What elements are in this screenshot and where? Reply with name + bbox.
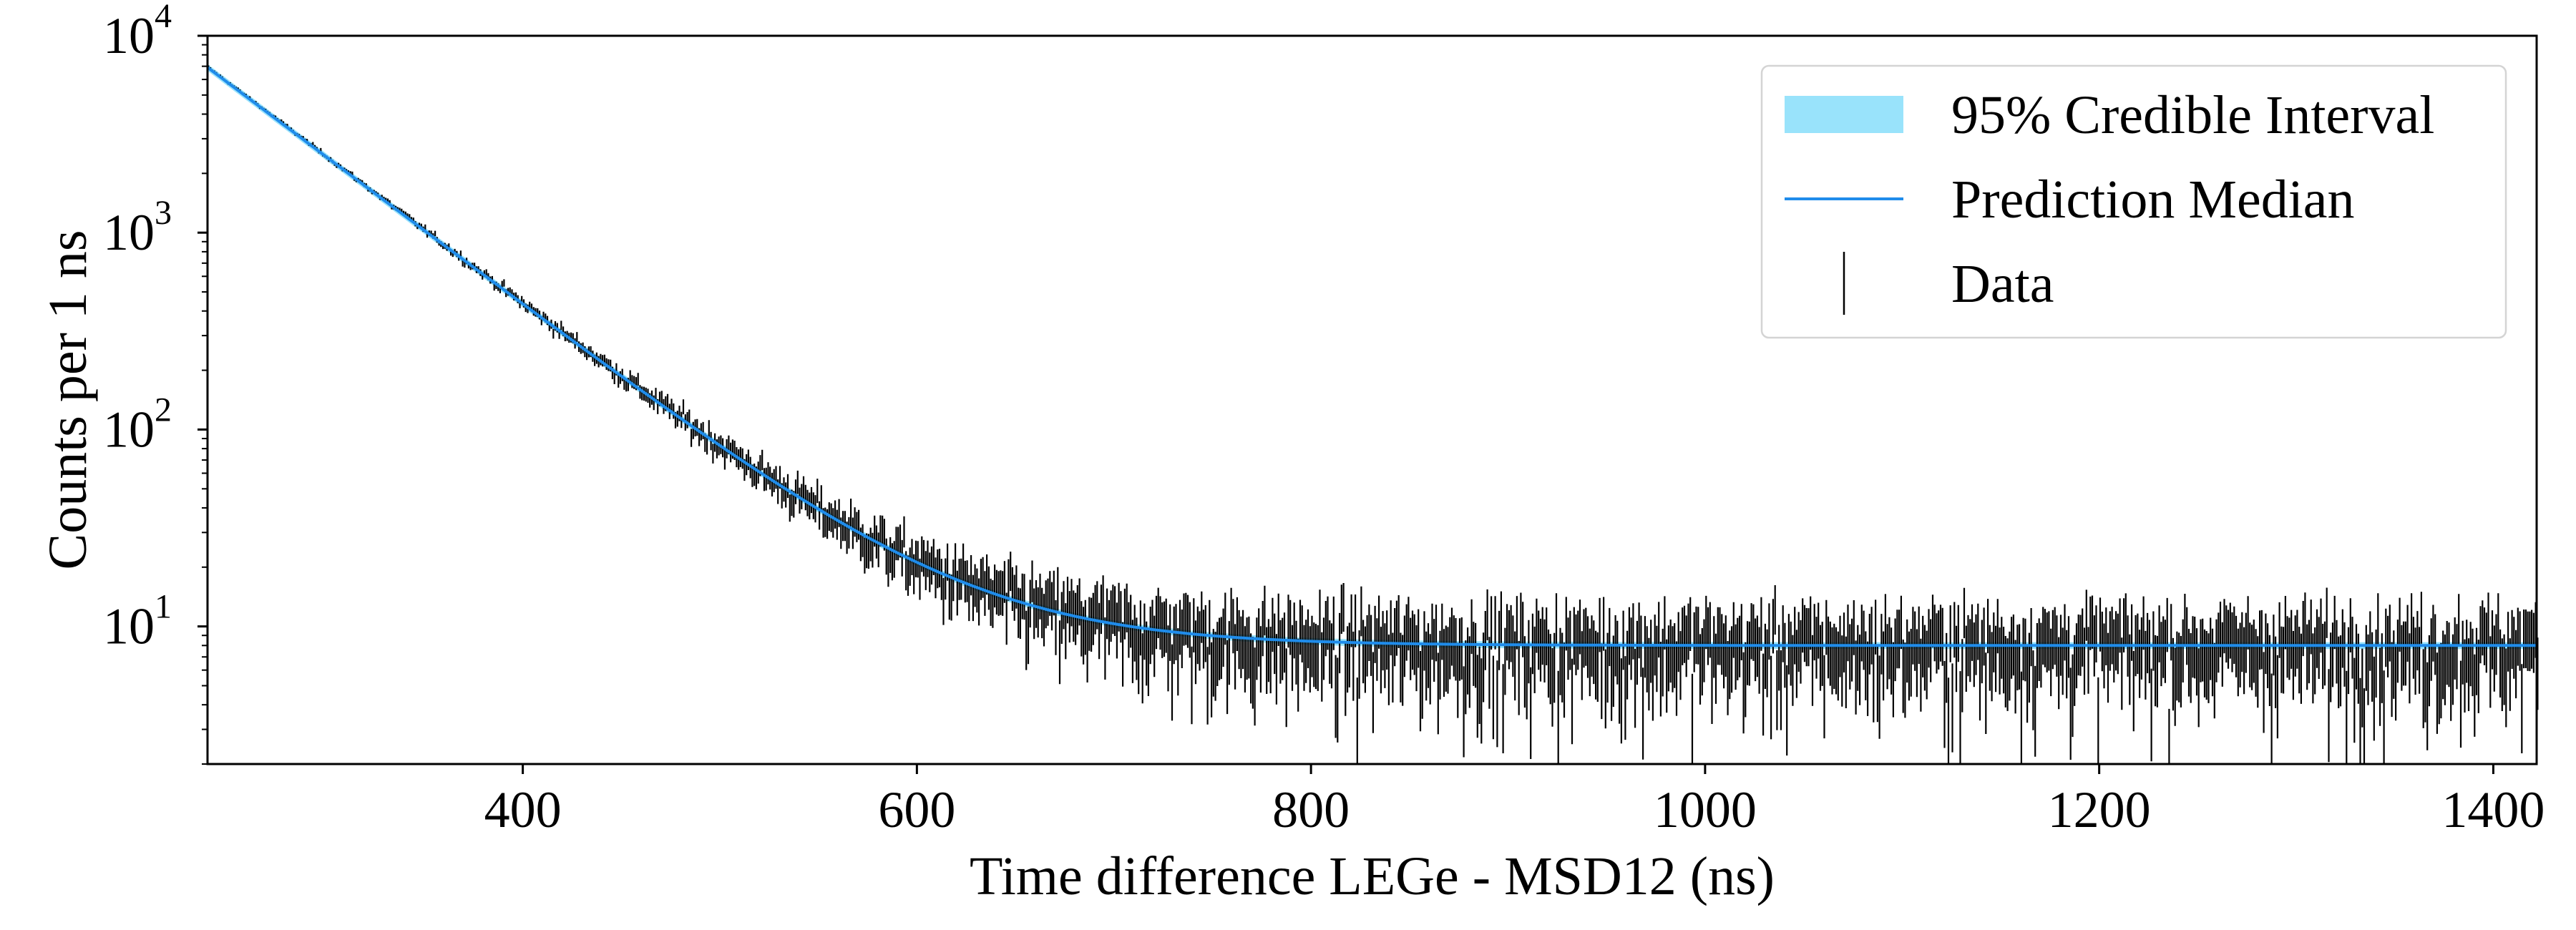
x-tick-label: 600 [878, 781, 955, 838]
legend: 95% Credible Interval Prediction Median Da… [1762, 66, 2506, 338]
x-tick-label: 1000 [1654, 781, 1757, 838]
x-tick-label: 400 [484, 781, 562, 838]
legend-label: Prediction Median [1951, 170, 2355, 230]
legend-label: Data [1951, 254, 2054, 314]
x-axis-label: Time difference LEGe - MSD12 (ns) [970, 846, 1775, 906]
x-tick-label: 800 [1272, 781, 1350, 838]
legend-label: 95% Credible Interval [1951, 85, 2434, 145]
x-tick-label: 1200 [2048, 781, 2151, 838]
legend-credible-interval-swatch [1785, 96, 1903, 133]
y-axis-label: Counts per 1 ns [38, 230, 98, 570]
x-tick-label: 1400 [2441, 781, 2545, 838]
